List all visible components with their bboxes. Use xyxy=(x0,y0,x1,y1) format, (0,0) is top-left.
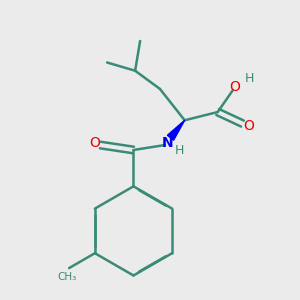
Polygon shape xyxy=(167,120,185,140)
Text: O: O xyxy=(229,80,240,94)
Text: N: N xyxy=(161,136,173,150)
Text: CH₃: CH₃ xyxy=(58,272,77,282)
Text: O: O xyxy=(243,119,254,133)
Text: H: H xyxy=(245,73,254,85)
Text: O: O xyxy=(89,136,100,150)
Text: H: H xyxy=(174,145,184,158)
